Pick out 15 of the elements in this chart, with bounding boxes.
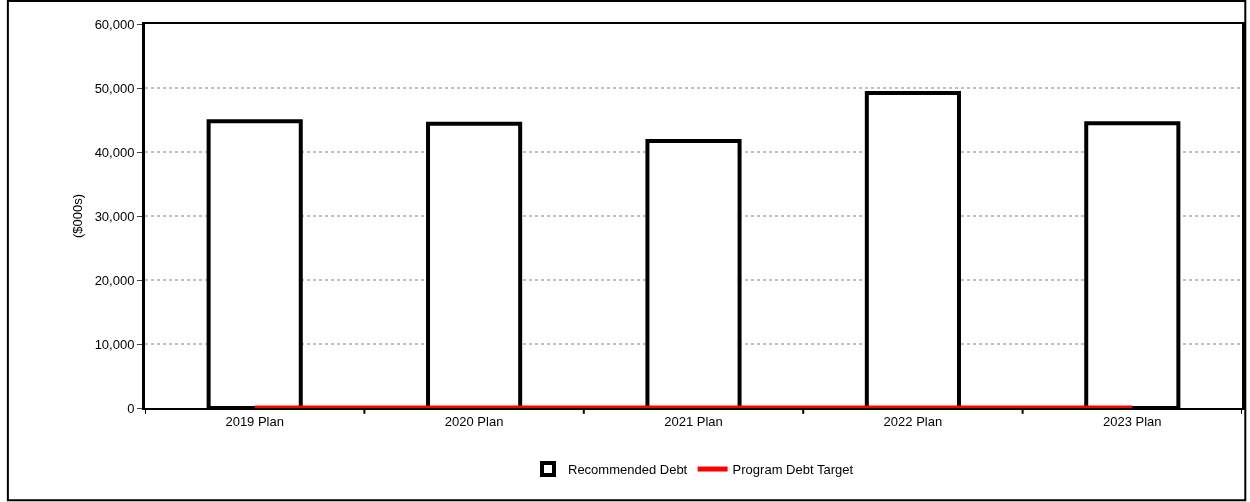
y-tick-label: 40,000: [94, 144, 135, 160]
y-tick-label: 30,000: [94, 208, 135, 224]
y-tick-label: 10,000: [94, 336, 135, 352]
legend-label: Recommended Debt: [568, 462, 688, 478]
y-tick-label: 0: [127, 400, 135, 416]
y-axis-title: ($000s): [69, 193, 85, 239]
y-tick-label: 20,000: [94, 272, 135, 288]
x-tick-label: 2020 Plan: [444, 413, 504, 429]
legend-label: Program Debt Target: [732, 462, 854, 478]
x-tick-label: 2019 Plan: [225, 413, 284, 429]
x-tick-label: 2022 Plan: [883, 413, 943, 429]
x-tick-label: 2021 Plan: [664, 413, 723, 429]
y-tick-label: 50,000: [94, 80, 135, 96]
x-tick-label: 2023 Plan: [1103, 413, 1162, 429]
y-tick-label: 60,000: [94, 16, 135, 32]
